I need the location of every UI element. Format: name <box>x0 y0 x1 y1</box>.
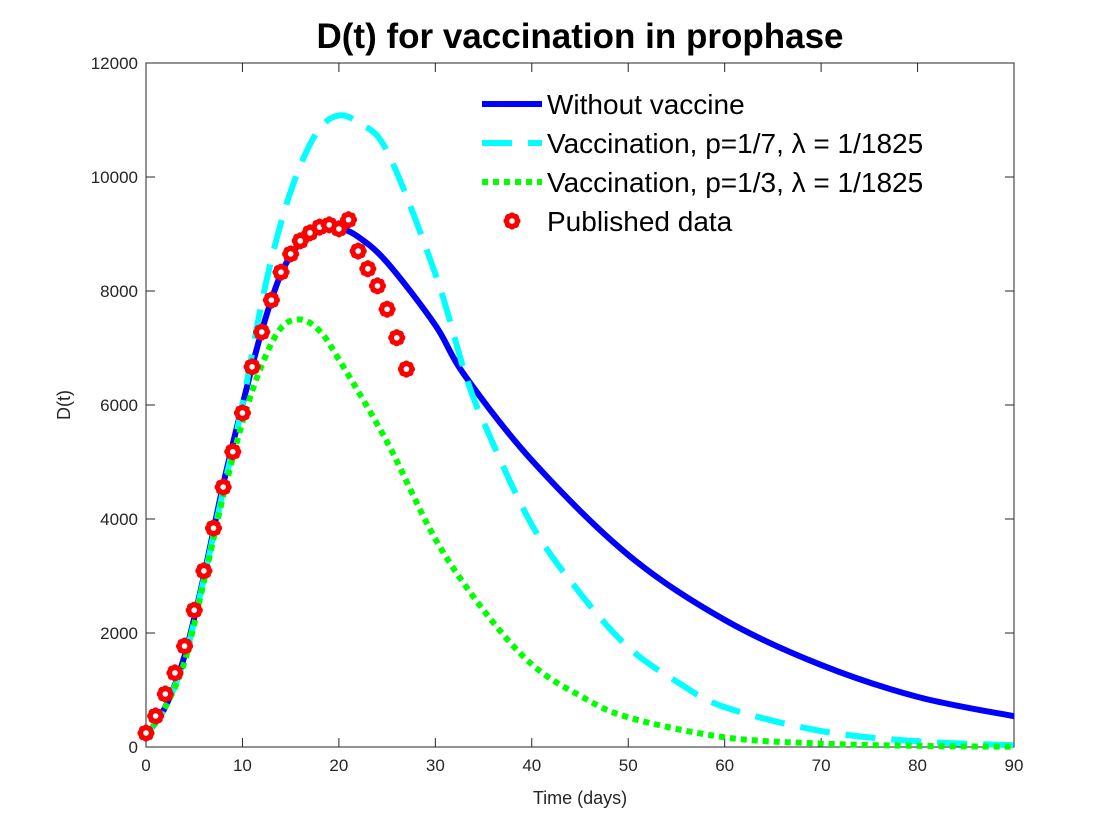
x-tick-label: 60 <box>715 756 734 775</box>
x-tick-label: 0 <box>141 756 150 775</box>
y-tick-label: 0 <box>129 738 138 757</box>
series-line <box>143 316 1015 750</box>
y-tick-label: 4000 <box>100 510 138 529</box>
x-axis-label: Time (days) <box>533 788 627 808</box>
data-point <box>147 707 165 725</box>
data-point <box>301 224 319 242</box>
legend-label: Vaccination, p=1/7, λ = 1/1825 <box>547 128 923 159</box>
data-point <box>185 601 203 619</box>
data-point <box>320 216 338 234</box>
legend-item: Without vaccine <box>482 89 745 120</box>
data-point <box>243 358 261 376</box>
legend-marker <box>503 212 521 230</box>
data-point <box>166 664 184 682</box>
data-point <box>311 218 329 236</box>
x-tick-label: 20 <box>329 756 348 775</box>
data-point <box>175 637 194 655</box>
chart-title: D(t) for vaccination in prophase <box>317 17 844 56</box>
y-tick-label: 10000 <box>91 168 138 187</box>
data-point <box>253 323 271 341</box>
x-tick-label: 80 <box>908 756 927 775</box>
y-tick-label: 8000 <box>100 282 138 301</box>
legend-item: Vaccination, p=1/7, λ = 1/1825 <box>482 128 923 159</box>
data-point <box>378 300 396 318</box>
legend-label: Published data <box>547 206 733 237</box>
data-point <box>195 562 213 580</box>
data-point <box>282 245 300 263</box>
legend: Without vaccine Vaccination, p=1/7, λ = 1… <box>482 89 923 237</box>
legend-item: Vaccination, p=1/3, λ = 1/1825 <box>482 167 923 198</box>
x-tick-label: 30 <box>426 756 445 775</box>
x-tick-label: 40 <box>522 756 541 775</box>
x-tick-label: 70 <box>812 756 831 775</box>
x-tick-label: 50 <box>619 756 638 775</box>
data-point <box>137 724 155 742</box>
data-point <box>349 242 367 260</box>
x-tick-label: 90 <box>1005 756 1024 775</box>
series-2 <box>143 316 1015 750</box>
data-point <box>224 443 242 461</box>
x-tick-label: 10 <box>233 756 252 775</box>
data-point <box>233 404 252 422</box>
legend-label: Vaccination, p=1/3, λ = 1/1825 <box>547 167 923 198</box>
y-tick-label: 6000 <box>100 396 138 415</box>
y-tick-label: 12000 <box>91 54 138 73</box>
data-point <box>397 360 415 378</box>
data-point <box>339 211 358 229</box>
data-point <box>272 263 290 281</box>
data-point <box>204 519 223 537</box>
data-point <box>214 478 232 496</box>
y-axis-label: D(t) <box>54 390 74 420</box>
data-point <box>368 277 387 295</box>
plot-area <box>145 62 1015 748</box>
data-point <box>359 260 377 278</box>
legend-item: Published data <box>503 206 733 237</box>
series-3 <box>137 211 415 742</box>
data-point <box>156 685 174 703</box>
y-tick-label: 2000 <box>100 624 138 643</box>
data-point <box>388 329 406 347</box>
legend-label: Without vaccine <box>547 89 745 120</box>
data-point <box>262 291 280 309</box>
